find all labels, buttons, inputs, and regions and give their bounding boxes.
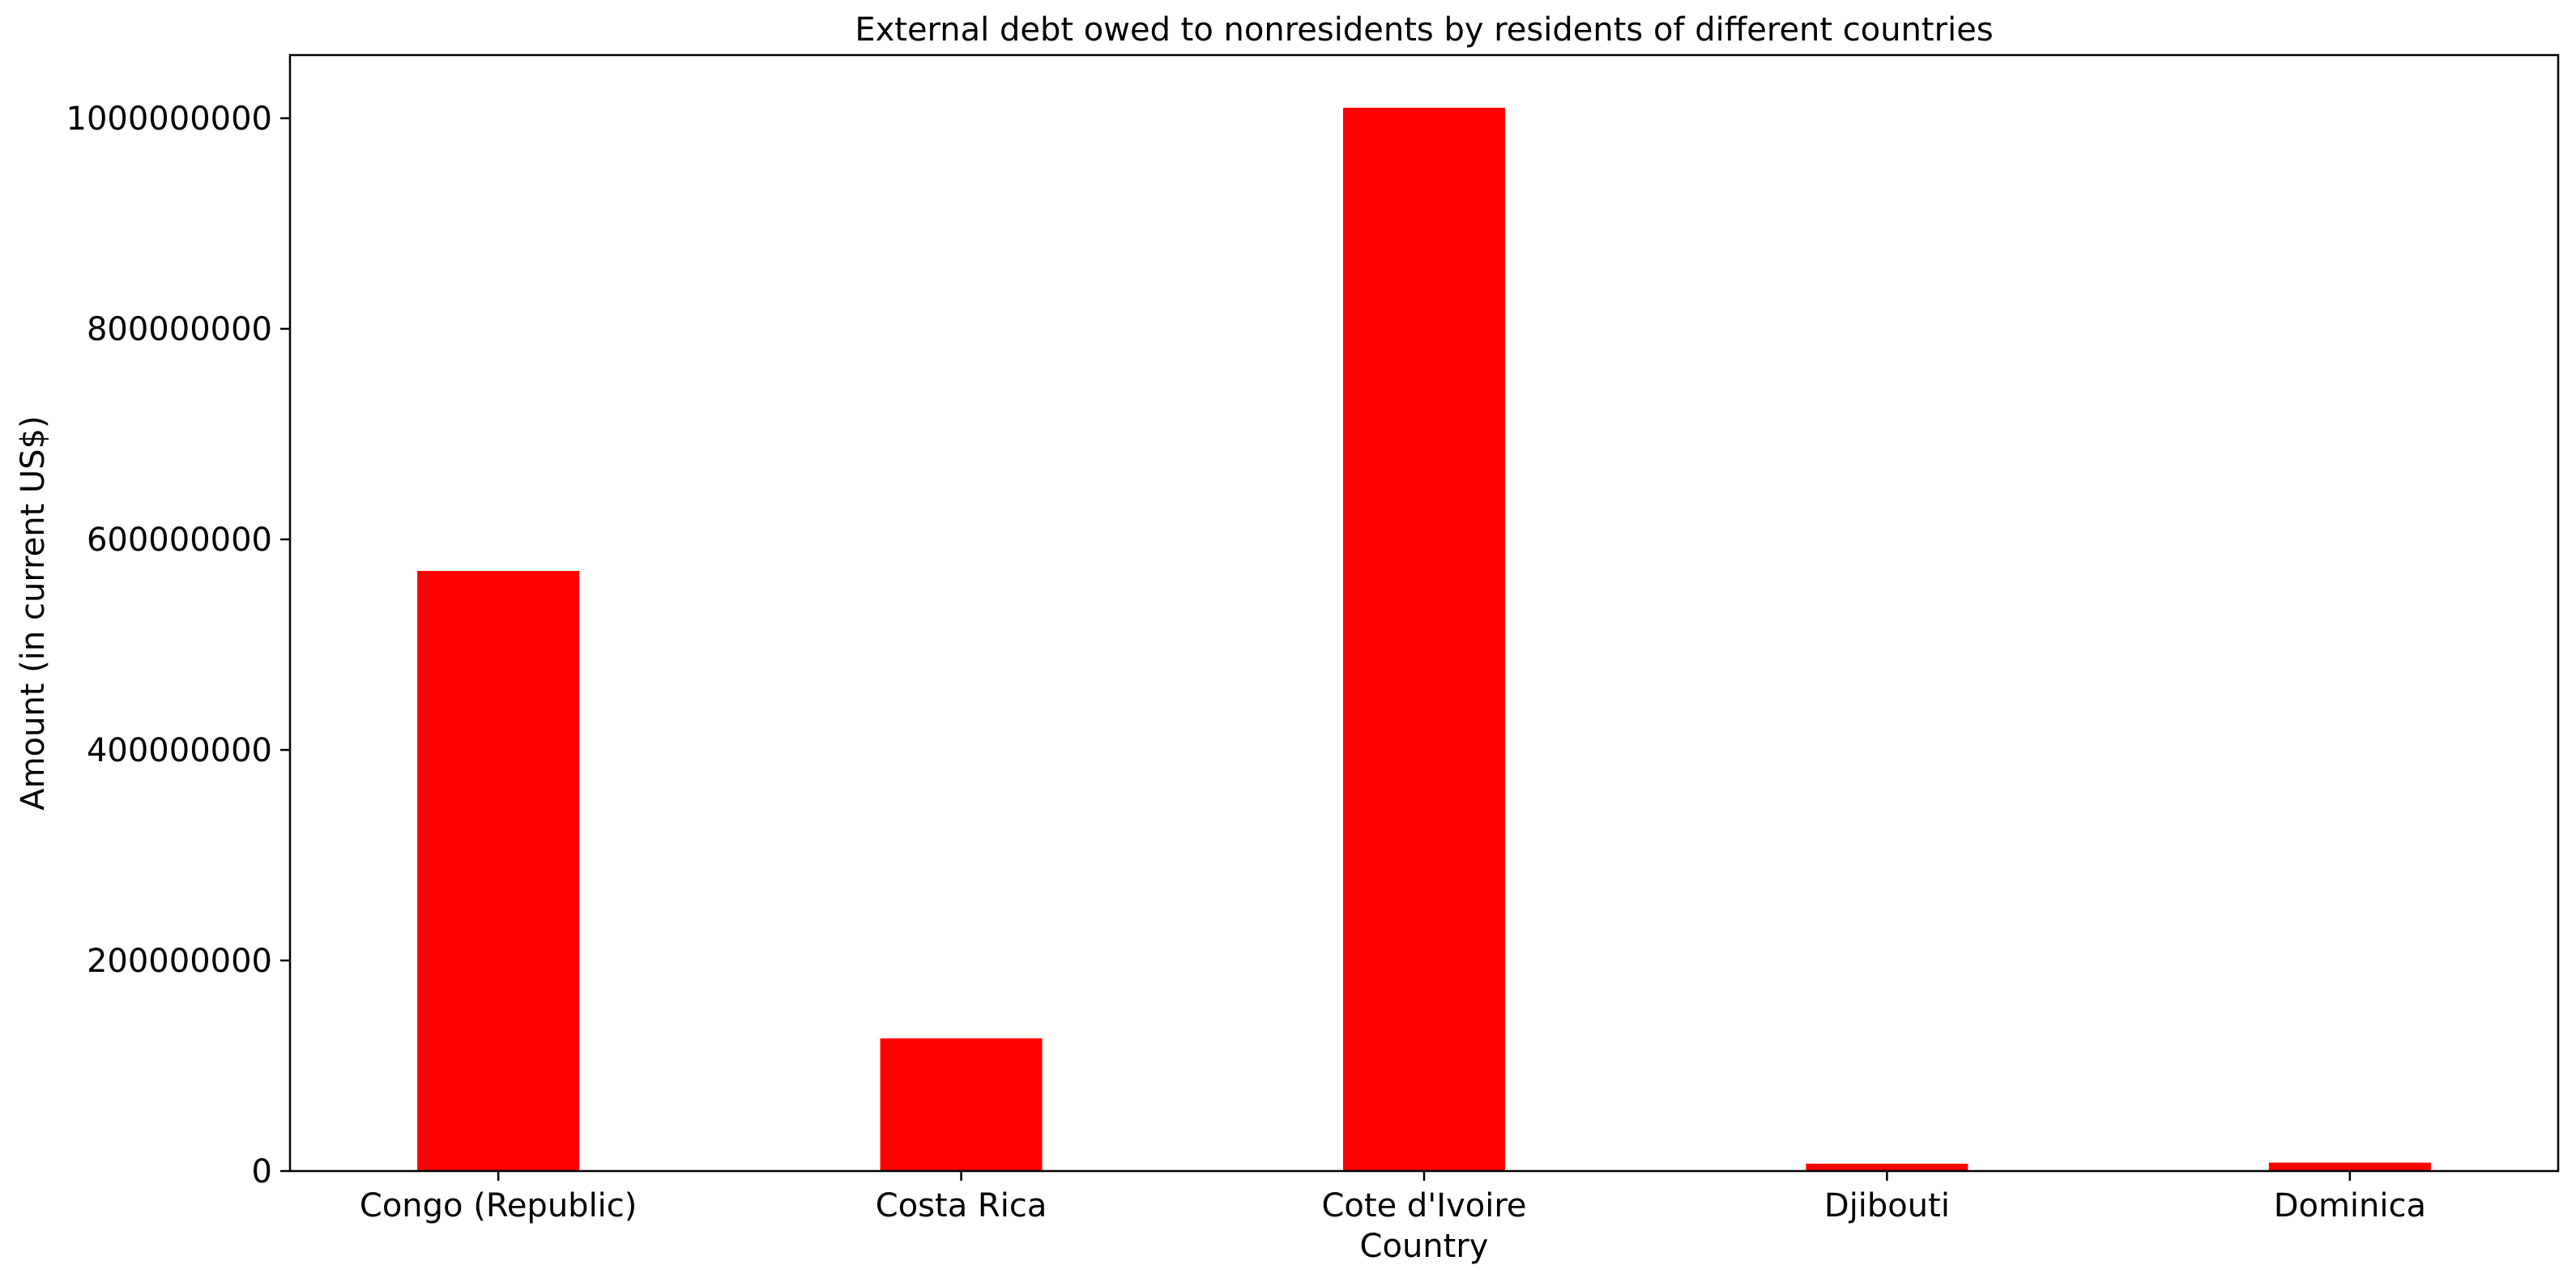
x-axis-label: Country <box>1360 1228 1489 1265</box>
bar-cote-d-ivoire <box>1343 108 1505 1171</box>
bar-congo-republic <box>417 571 580 1171</box>
bar-djibouti <box>1806 1163 1968 1171</box>
bar-costa-rica <box>880 1038 1043 1171</box>
y-tick-label: 200000000 <box>87 943 272 980</box>
x-tick-label: Djibouti <box>1824 1187 1950 1225</box>
y-tick-label: 400000000 <box>87 732 272 769</box>
x-tick-label: Costa Rica <box>876 1187 1047 1225</box>
x-axis: Congo (Republic) Costa Rica Cote d'Ivoire D… <box>360 1171 2426 1225</box>
x-tick-label: Dominica <box>2274 1187 2426 1225</box>
chart-title: External debt owed to nonresidents by re… <box>855 11 1993 49</box>
bar-dominica <box>2268 1162 2431 1171</box>
plot-frame <box>288 53 2560 1173</box>
y-tick-label: 600000000 <box>87 522 272 559</box>
y-axis: 0 200000000 400000000 600000000 800000000 100… <box>66 100 290 1190</box>
y-tick-label: 800000000 <box>87 311 272 348</box>
x-tick-label: Cote d'Ivoire <box>1321 1187 1526 1225</box>
y-axis-label: Amount (in current US$) <box>15 415 52 810</box>
y-tick-label: 0 <box>252 1153 272 1190</box>
bars-layer <box>417 108 2431 1171</box>
x-tick-label: Congo (Republic) <box>360 1187 638 1225</box>
y-tick-label: 1000000000 <box>66 100 273 138</box>
